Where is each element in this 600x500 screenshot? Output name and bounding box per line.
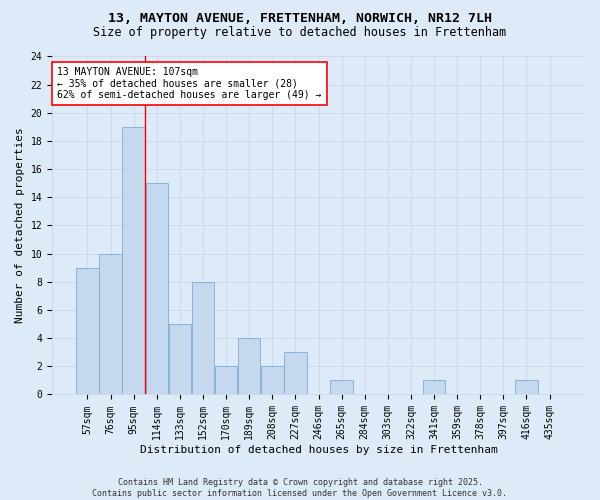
Bar	[215, 366, 237, 394]
Bar	[146, 183, 168, 394]
Text: 13, MAYTON AVENUE, FRETTENHAM, NORWICH, NR12 7LH: 13, MAYTON AVENUE, FRETTENHAM, NORWICH, …	[108, 12, 492, 26]
Bar	[331, 380, 353, 394]
Bar	[100, 254, 122, 394]
Bar	[192, 282, 214, 395]
Bar	[169, 324, 191, 394]
Text: 13 MAYTON AVENUE: 107sqm
← 35% of detached houses are smaller (28)
62% of semi-d: 13 MAYTON AVENUE: 107sqm ← 35% of detach…	[58, 66, 322, 100]
Bar	[76, 268, 98, 394]
Y-axis label: Number of detached properties: Number of detached properties	[15, 128, 25, 324]
Bar	[423, 380, 445, 394]
Bar	[261, 366, 284, 394]
Text: Size of property relative to detached houses in Frettenham: Size of property relative to detached ho…	[94, 26, 506, 39]
Text: Contains HM Land Registry data © Crown copyright and database right 2025.
Contai: Contains HM Land Registry data © Crown c…	[92, 478, 508, 498]
Bar	[515, 380, 538, 394]
Bar	[122, 127, 145, 394]
Bar	[238, 338, 260, 394]
X-axis label: Distribution of detached houses by size in Frettenham: Distribution of detached houses by size …	[140, 445, 497, 455]
Bar	[284, 352, 307, 395]
